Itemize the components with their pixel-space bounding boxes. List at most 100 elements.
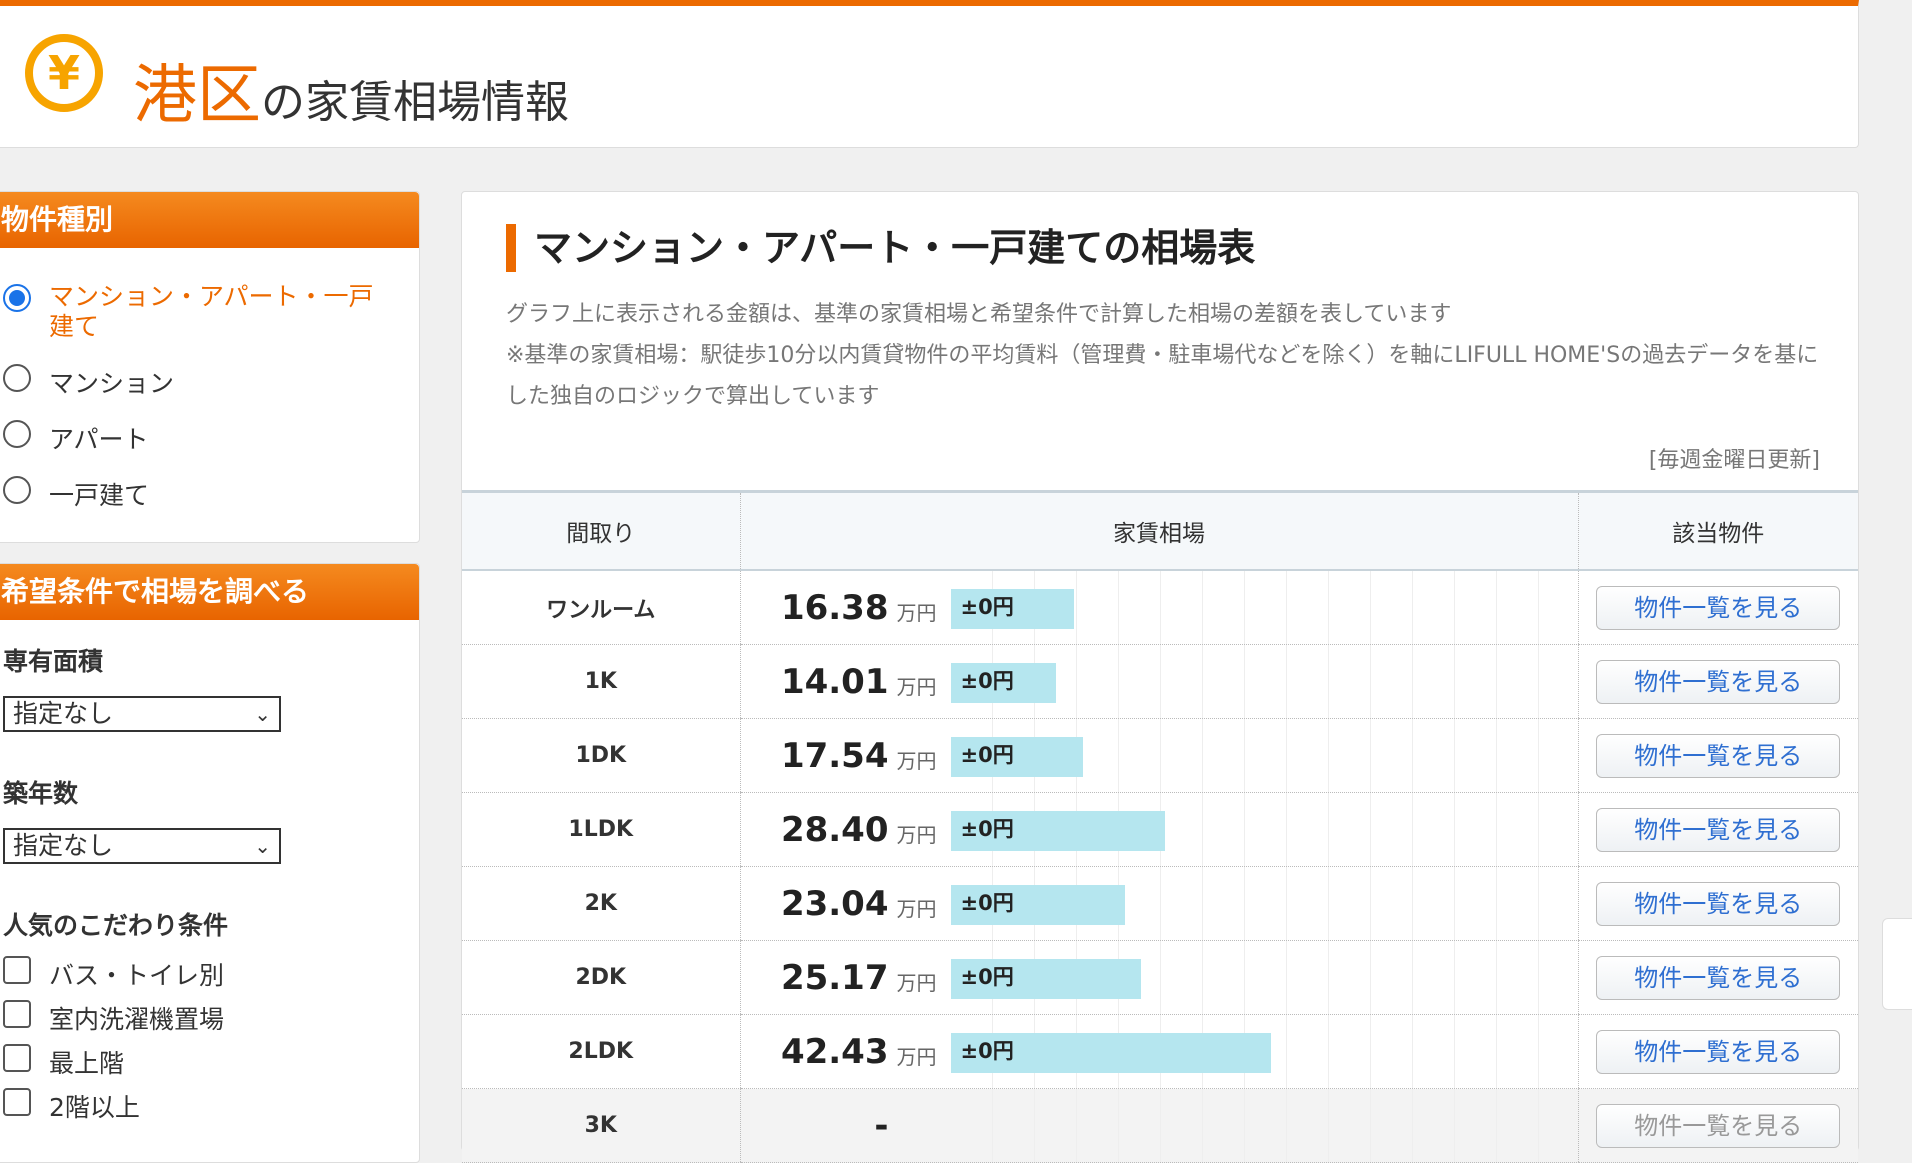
area-size-select[interactable]: 指定なし ⌄	[3, 696, 281, 732]
view-properties-button[interactable]: 物件一覧を見る	[1596, 1103, 1841, 1148]
rent-value: 14.01	[780, 661, 889, 702]
rent-bar	[950, 663, 1057, 703]
table-row: 3K - 物件一覧を見る	[462, 1088, 1858, 1163]
view-properties-button[interactable]: 物件一覧を見る	[1596, 585, 1841, 630]
rent-diff: ±0円	[960, 595, 1014, 619]
page-header: ¥ 港区の家賃相場情報	[0, 0, 1859, 148]
rent-bar	[950, 959, 1141, 999]
view-properties-button[interactable]: 物件一覧を見る	[1596, 807, 1841, 852]
rent-diff: ±0円	[960, 891, 1014, 915]
condition-2f-or-above[interactable]: 2階以上	[3, 1088, 140, 1124]
side-tab[interactable]	[1882, 918, 1912, 1010]
rent-cell: 16.38 万円 ±0円	[739, 570, 1578, 645]
radio-icon[interactable]	[3, 476, 31, 504]
condition-top-floor[interactable]: 最上階	[3, 1044, 124, 1080]
rent-unit: 万円	[896, 971, 937, 995]
radio-selected-icon[interactable]	[3, 284, 31, 312]
table-row: 1LDK 28.40 万円 ±0円 物件一覧を見る	[462, 792, 1858, 867]
rent-bar	[950, 1033, 1272, 1073]
checkbox-icon[interactable]	[3, 1044, 31, 1072]
conditions-box: 希望条件で相場を調べる 専有面積 指定なし ⌄ 築年数 指定なし ⌄ 人気のこだわり…	[0, 563, 420, 1163]
properties-cell: 物件一覧を見る	[1577, 1088, 1858, 1163]
popular-conditions-label: 人気のこだわり条件	[3, 911, 229, 940]
rent-cell: 42.43 万円 ±0円	[739, 1014, 1578, 1089]
properties-cell: 物件一覧を見る	[1577, 792, 1858, 867]
madori-cell: 2LDK	[462, 1014, 740, 1089]
rent-bar-area: ±0円	[950, 867, 1578, 940]
description: グラフ上に表示される金額は、基準の家賃相場と希望条件で計算した相場の差額を表して…	[506, 302, 1819, 409]
rent-bar-area: ±0円	[950, 793, 1578, 866]
properties-cell: 物件一覧を見る	[1577, 570, 1858, 645]
checkbox-icon[interactable]	[3, 956, 31, 984]
radio-icon[interactable]	[3, 364, 31, 392]
checkbox-icon[interactable]	[3, 1000, 31, 1028]
rent-value: 17.54	[780, 735, 889, 776]
rent-bar-area: ±0円	[950, 1015, 1578, 1088]
rent-bar-area: ±0円	[950, 571, 1578, 644]
rent-value: 25.17	[780, 957, 889, 998]
rent-bar	[950, 737, 1084, 777]
madori-cell: 2K	[462, 866, 740, 941]
madori-cell: 3K	[462, 1088, 740, 1163]
type-option-all[interactable]: マンション・アパート・一戸建て	[3, 282, 383, 342]
table-row: 2DK 25.17 万円 ±0円 物件一覧を見る	[462, 940, 1858, 1015]
type-option-house[interactable]: 一戸建て	[3, 476, 149, 512]
area-name: 港区	[133, 59, 261, 133]
building-age-select[interactable]: 指定なし ⌄	[3, 828, 281, 864]
rent-value: -	[874, 1105, 889, 1146]
madori-cell: 1K	[462, 644, 740, 719]
area-size-label: 専有面積	[3, 647, 104, 676]
property-type-box: 物件種別 マンション・アパート・一戸建て マンション アパート 一戸建て	[0, 191, 420, 543]
rent-unit: 万円	[896, 823, 937, 847]
properties-cell: 物件一覧を見る	[1577, 644, 1858, 719]
rent-value: 23.04	[780, 883, 889, 924]
rent-diff: ±0円	[960, 965, 1014, 989]
rent-value: 28.40	[780, 809, 889, 850]
rent-diff: ±0円	[960, 1039, 1014, 1063]
rent-table: 間取り 家賃相場 該当物件 ワンルーム 16.38 万円 ±0円 物件一覧を見る…	[462, 490, 1858, 1163]
building-age-label: 築年数	[3, 779, 79, 808]
condition-laundry[interactable]: 室内洗濯機置場	[3, 1000, 224, 1036]
rent-table-panel: マンション・アパート・一戸建ての相場表 グラフ上に表示される金額は、基準の家賃相…	[461, 191, 1859, 1163]
column-header-rent: 家賃相場	[739, 490, 1578, 571]
properties-cell: 物件一覧を見る	[1577, 866, 1858, 941]
view-properties-button[interactable]: 物件一覧を見る	[1596, 881, 1841, 926]
view-properties-button[interactable]: 物件一覧を見る	[1596, 1029, 1841, 1074]
chevron-down-icon: ⌄	[254, 834, 271, 858]
rent-value: 42.43	[780, 1031, 889, 1072]
madori-cell: 2DK	[462, 940, 740, 1015]
condition-bath-toilet[interactable]: バス・トイレ別	[3, 956, 224, 992]
rent-bar	[950, 885, 1125, 925]
rent-cell: 28.40 万円 ±0円	[739, 792, 1578, 867]
rent-bar-area: ±0円	[950, 719, 1578, 792]
column-header-madori: 間取り	[462, 490, 740, 571]
table-row: 1DK 17.54 万円 ±0円 物件一覧を見る	[462, 718, 1858, 793]
type-option-label: アパート	[49, 425, 149, 454]
view-properties-button[interactable]: 物件一覧を見る	[1596, 733, 1841, 778]
type-option-apartment[interactable]: アパート	[3, 420, 149, 456]
chevron-down-icon: ⌄	[254, 702, 271, 726]
yen-coin-icon: ¥	[25, 34, 103, 112]
rent-bar	[950, 811, 1166, 851]
checkbox-icon[interactable]	[3, 1088, 31, 1116]
title-suffix: の家賃相場情報	[261, 77, 569, 128]
type-option-label: マンション	[49, 369, 175, 398]
madori-cell: 1DK	[462, 718, 740, 793]
rent-diff: ±0円	[960, 817, 1014, 841]
rent-value: 16.38	[780, 587, 889, 628]
table-row: ワンルーム 16.38 万円 ±0円 物件一覧を見る	[462, 570, 1858, 645]
rent-bar-area: ±0円	[950, 645, 1578, 718]
view-properties-button[interactable]: 物件一覧を見る	[1596, 659, 1841, 704]
rent-cell: -	[739, 1088, 1578, 1163]
page-title: 港区の家賃相場情報	[133, 44, 569, 136]
rent-cell: 14.01 万円 ±0円	[739, 644, 1578, 719]
type-option-label: マンション・アパート・一戸建て	[49, 282, 374, 341]
view-properties-button[interactable]: 物件一覧を見る	[1596, 955, 1841, 1000]
radio-icon[interactable]	[3, 420, 31, 448]
rent-cell: 25.17 万円 ±0円	[739, 940, 1578, 1015]
rent-bar-area: ±0円	[950, 941, 1578, 1014]
table-row: 2LDK 42.43 万円 ±0円 物件一覧を見る	[462, 1014, 1858, 1089]
rent-unit: 万円	[896, 749, 937, 773]
rent-diff: ±0円	[960, 743, 1014, 767]
type-option-mansion[interactable]: マンション	[3, 364, 174, 400]
